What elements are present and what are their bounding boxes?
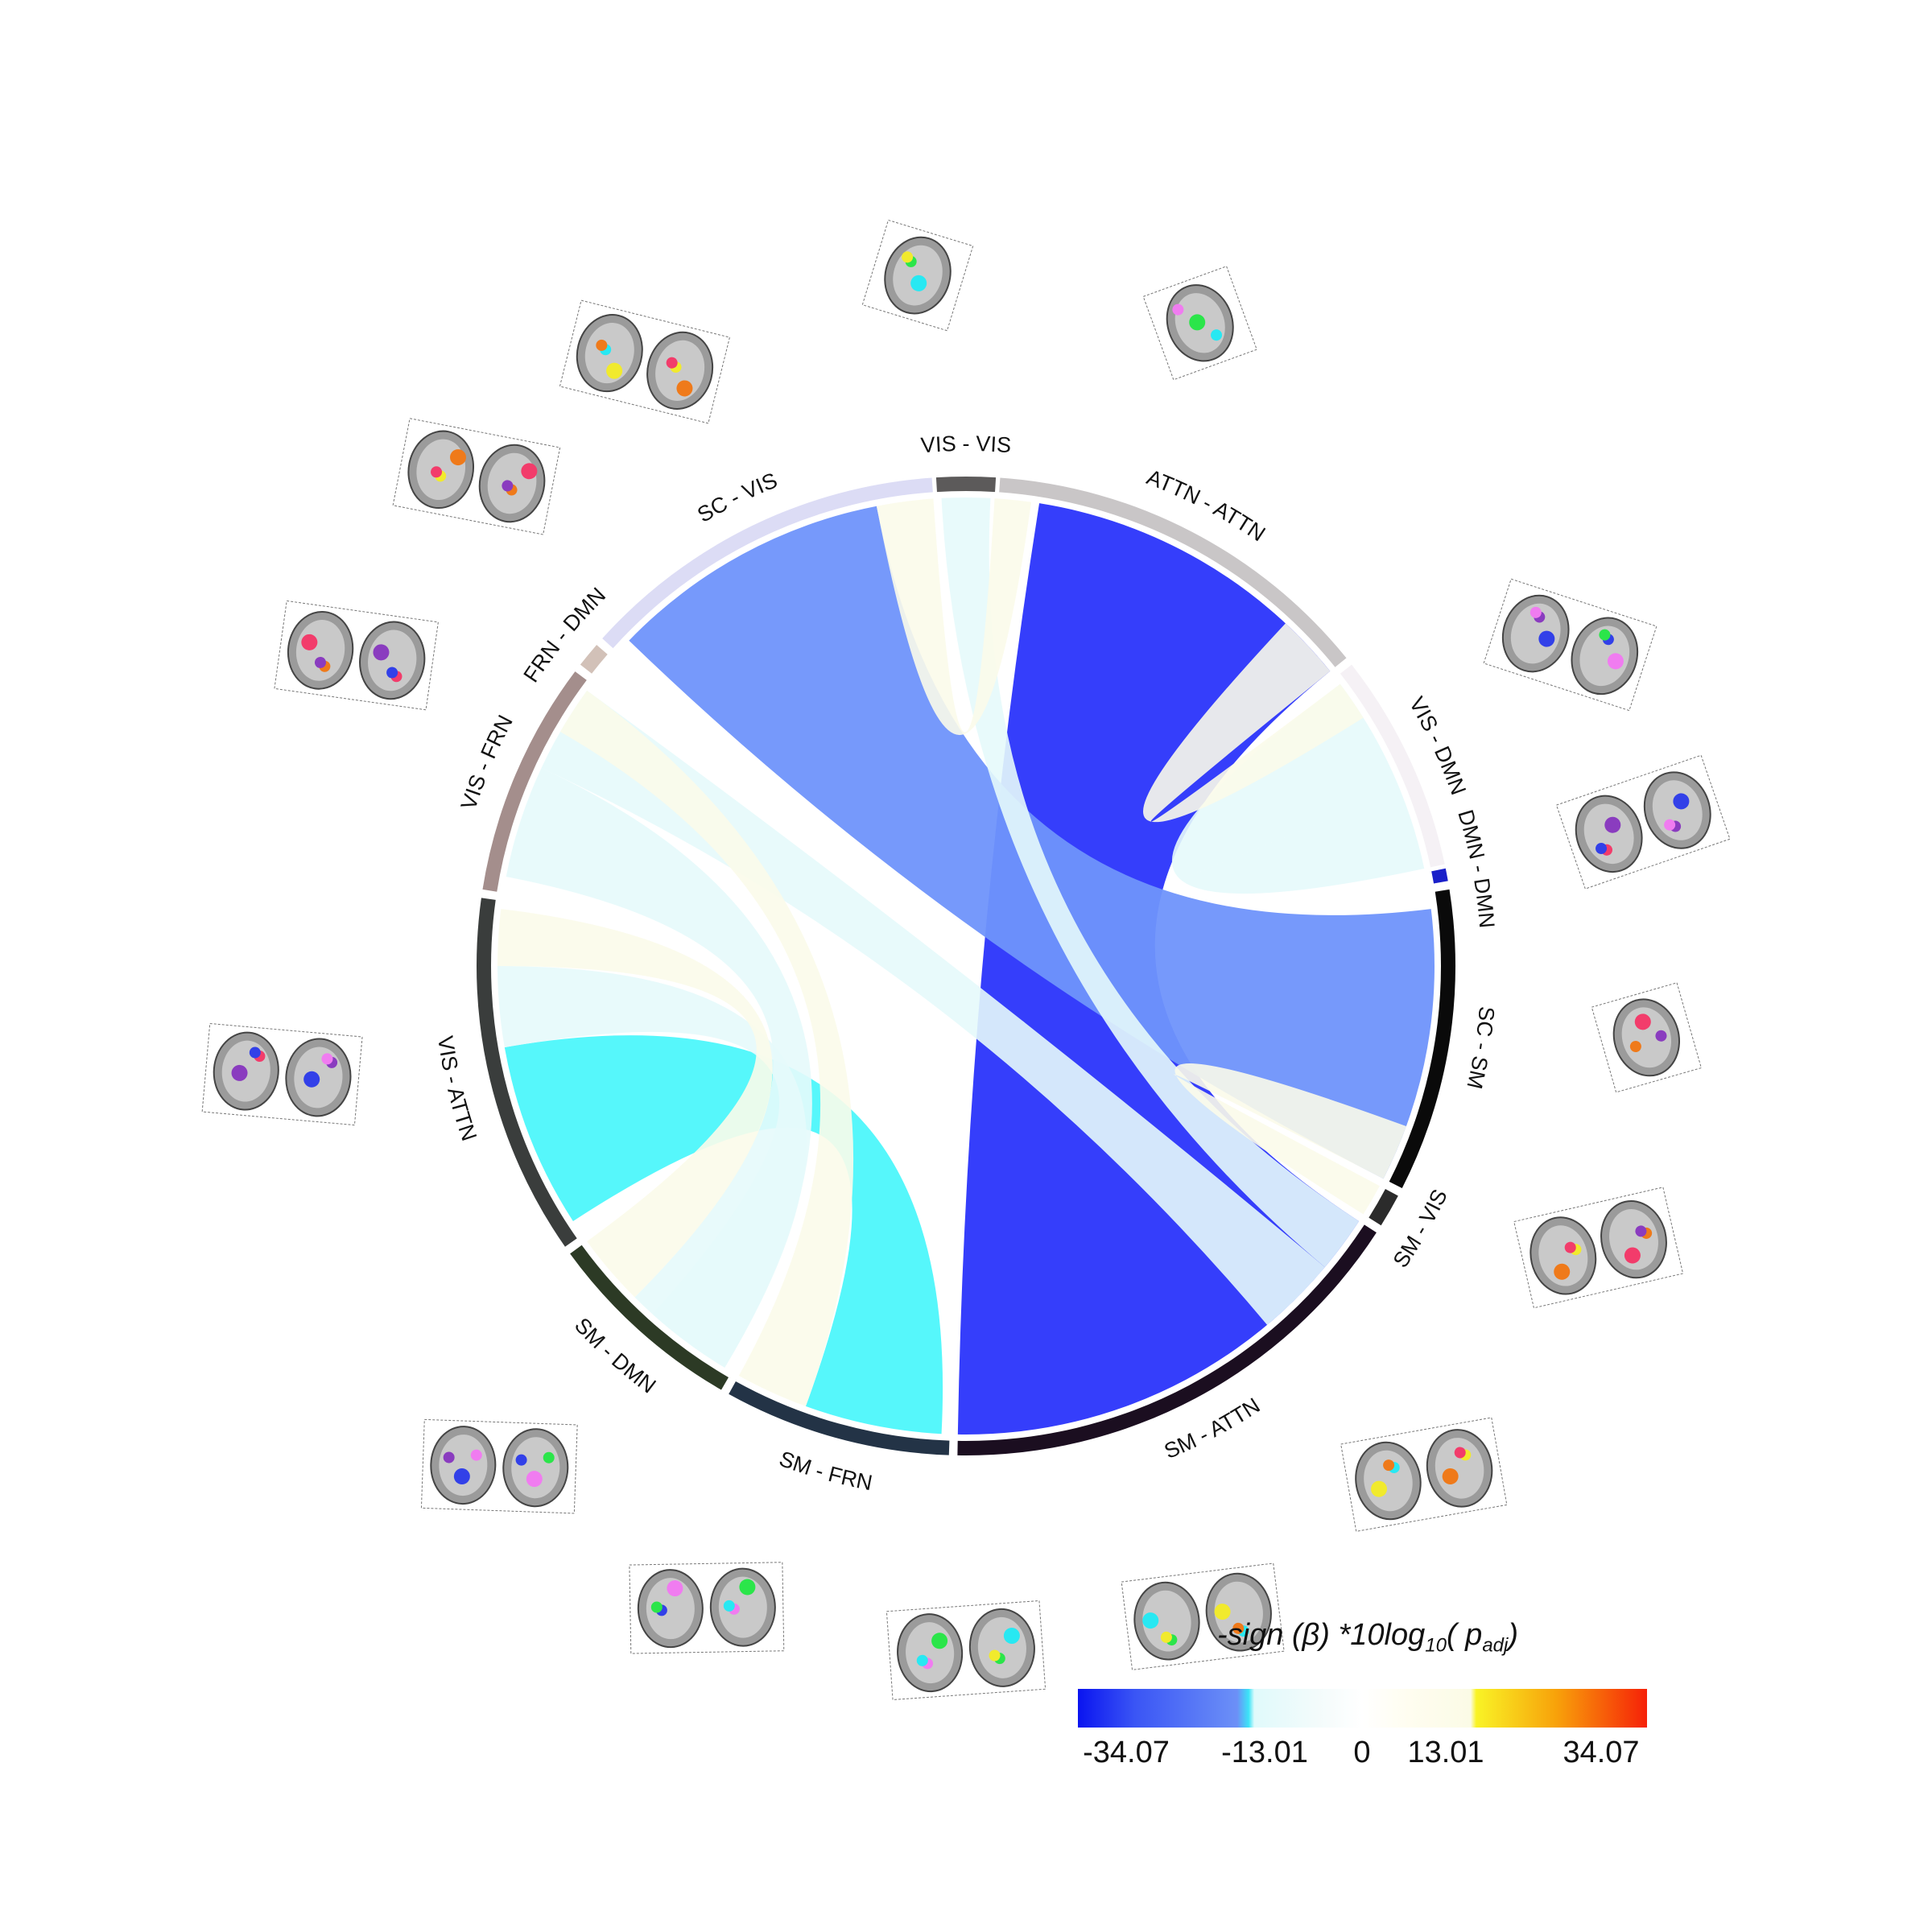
segment-vis-dmn	[1340, 664, 1445, 868]
colorbar-tick-3: 0	[1353, 1736, 1371, 1769]
segment-sc-sm	[1389, 889, 1455, 1189]
chord-link	[497, 909, 773, 1298]
segment-ring	[476, 476, 1455, 1455]
chord-link	[941, 497, 1360, 1268]
segment-vis-frn	[482, 671, 587, 892]
brain-thumbnail	[1513, 1187, 1684, 1309]
segment-vis-attn	[476, 898, 577, 1247]
segment-dmn-dmn	[1431, 868, 1448, 884]
segment-label: DMN - DMN	[1453, 807, 1499, 929]
brain-thumbnail	[1121, 1563, 1285, 1670]
brain-thumbnail	[1591, 982, 1702, 1093]
colorbar-legend: -sign (β) *10log10( padj) -34.07 -13.01 …	[1078, 1618, 1657, 1779]
colorbar-tick-5: 34.07	[1563, 1736, 1640, 1769]
brain-thumbnail	[420, 1418, 578, 1514]
segment-label: SC - VIS	[693, 468, 781, 526]
brain-thumbnails	[201, 219, 1731, 1701]
segment-label: SM - FRN	[776, 1447, 874, 1495]
colorbar-tick-2: -13.01	[1221, 1736, 1308, 1769]
brain-thumbnail	[1340, 1417, 1508, 1532]
brain-thumbnail	[629, 1562, 785, 1654]
segment-label: ATTN - ATTN	[1143, 465, 1269, 547]
segment-label: VIS - ATTN	[433, 1034, 481, 1144]
segment-vis-vis	[935, 476, 997, 493]
brain-thumbnail	[201, 1022, 363, 1126]
segment-label: VIS - VIS	[920, 431, 1013, 457]
chord-link	[876, 498, 1031, 736]
segment-label: SC - SM	[1462, 1005, 1499, 1092]
brain-thumbnail	[274, 600, 439, 711]
brain-thumbnail	[1142, 266, 1257, 381]
segment-label: FRN - DMN	[518, 583, 610, 687]
chord-link	[1142, 623, 1364, 823]
chord-link	[1174, 1063, 1406, 1215]
segment-sm-vis	[1368, 1188, 1398, 1226]
chord-links	[497, 497, 1435, 1435]
brain-thumbnail	[861, 219, 974, 332]
segment-sm-dmn	[570, 1245, 729, 1390]
chord-link	[497, 966, 807, 1368]
chord-link	[559, 690, 854, 1406]
colorbar-gradient	[1078, 1689, 1647, 1728]
segment-sc-vis	[602, 477, 933, 649]
segment-label: SM - VIS	[1389, 1186, 1452, 1272]
chord-link	[1171, 683, 1425, 894]
colorbar-tick-1: -34.07	[1083, 1736, 1170, 1769]
segment-frn-dmn	[580, 645, 608, 674]
brain-thumbnail	[559, 299, 731, 424]
colorbar-title: -sign (β) *10log10( padj)	[1216, 1618, 1518, 1657]
brain-thumbnail	[1555, 754, 1731, 890]
brain-thumbnail	[1483, 578, 1657, 712]
brain-thumbnail	[886, 1600, 1046, 1701]
segment-sm-frn	[729, 1381, 950, 1455]
colorbar-tick-4: 13.01	[1407, 1736, 1484, 1769]
segment-sm-attn	[957, 1224, 1377, 1455]
brain-thumbnail	[392, 418, 561, 535]
